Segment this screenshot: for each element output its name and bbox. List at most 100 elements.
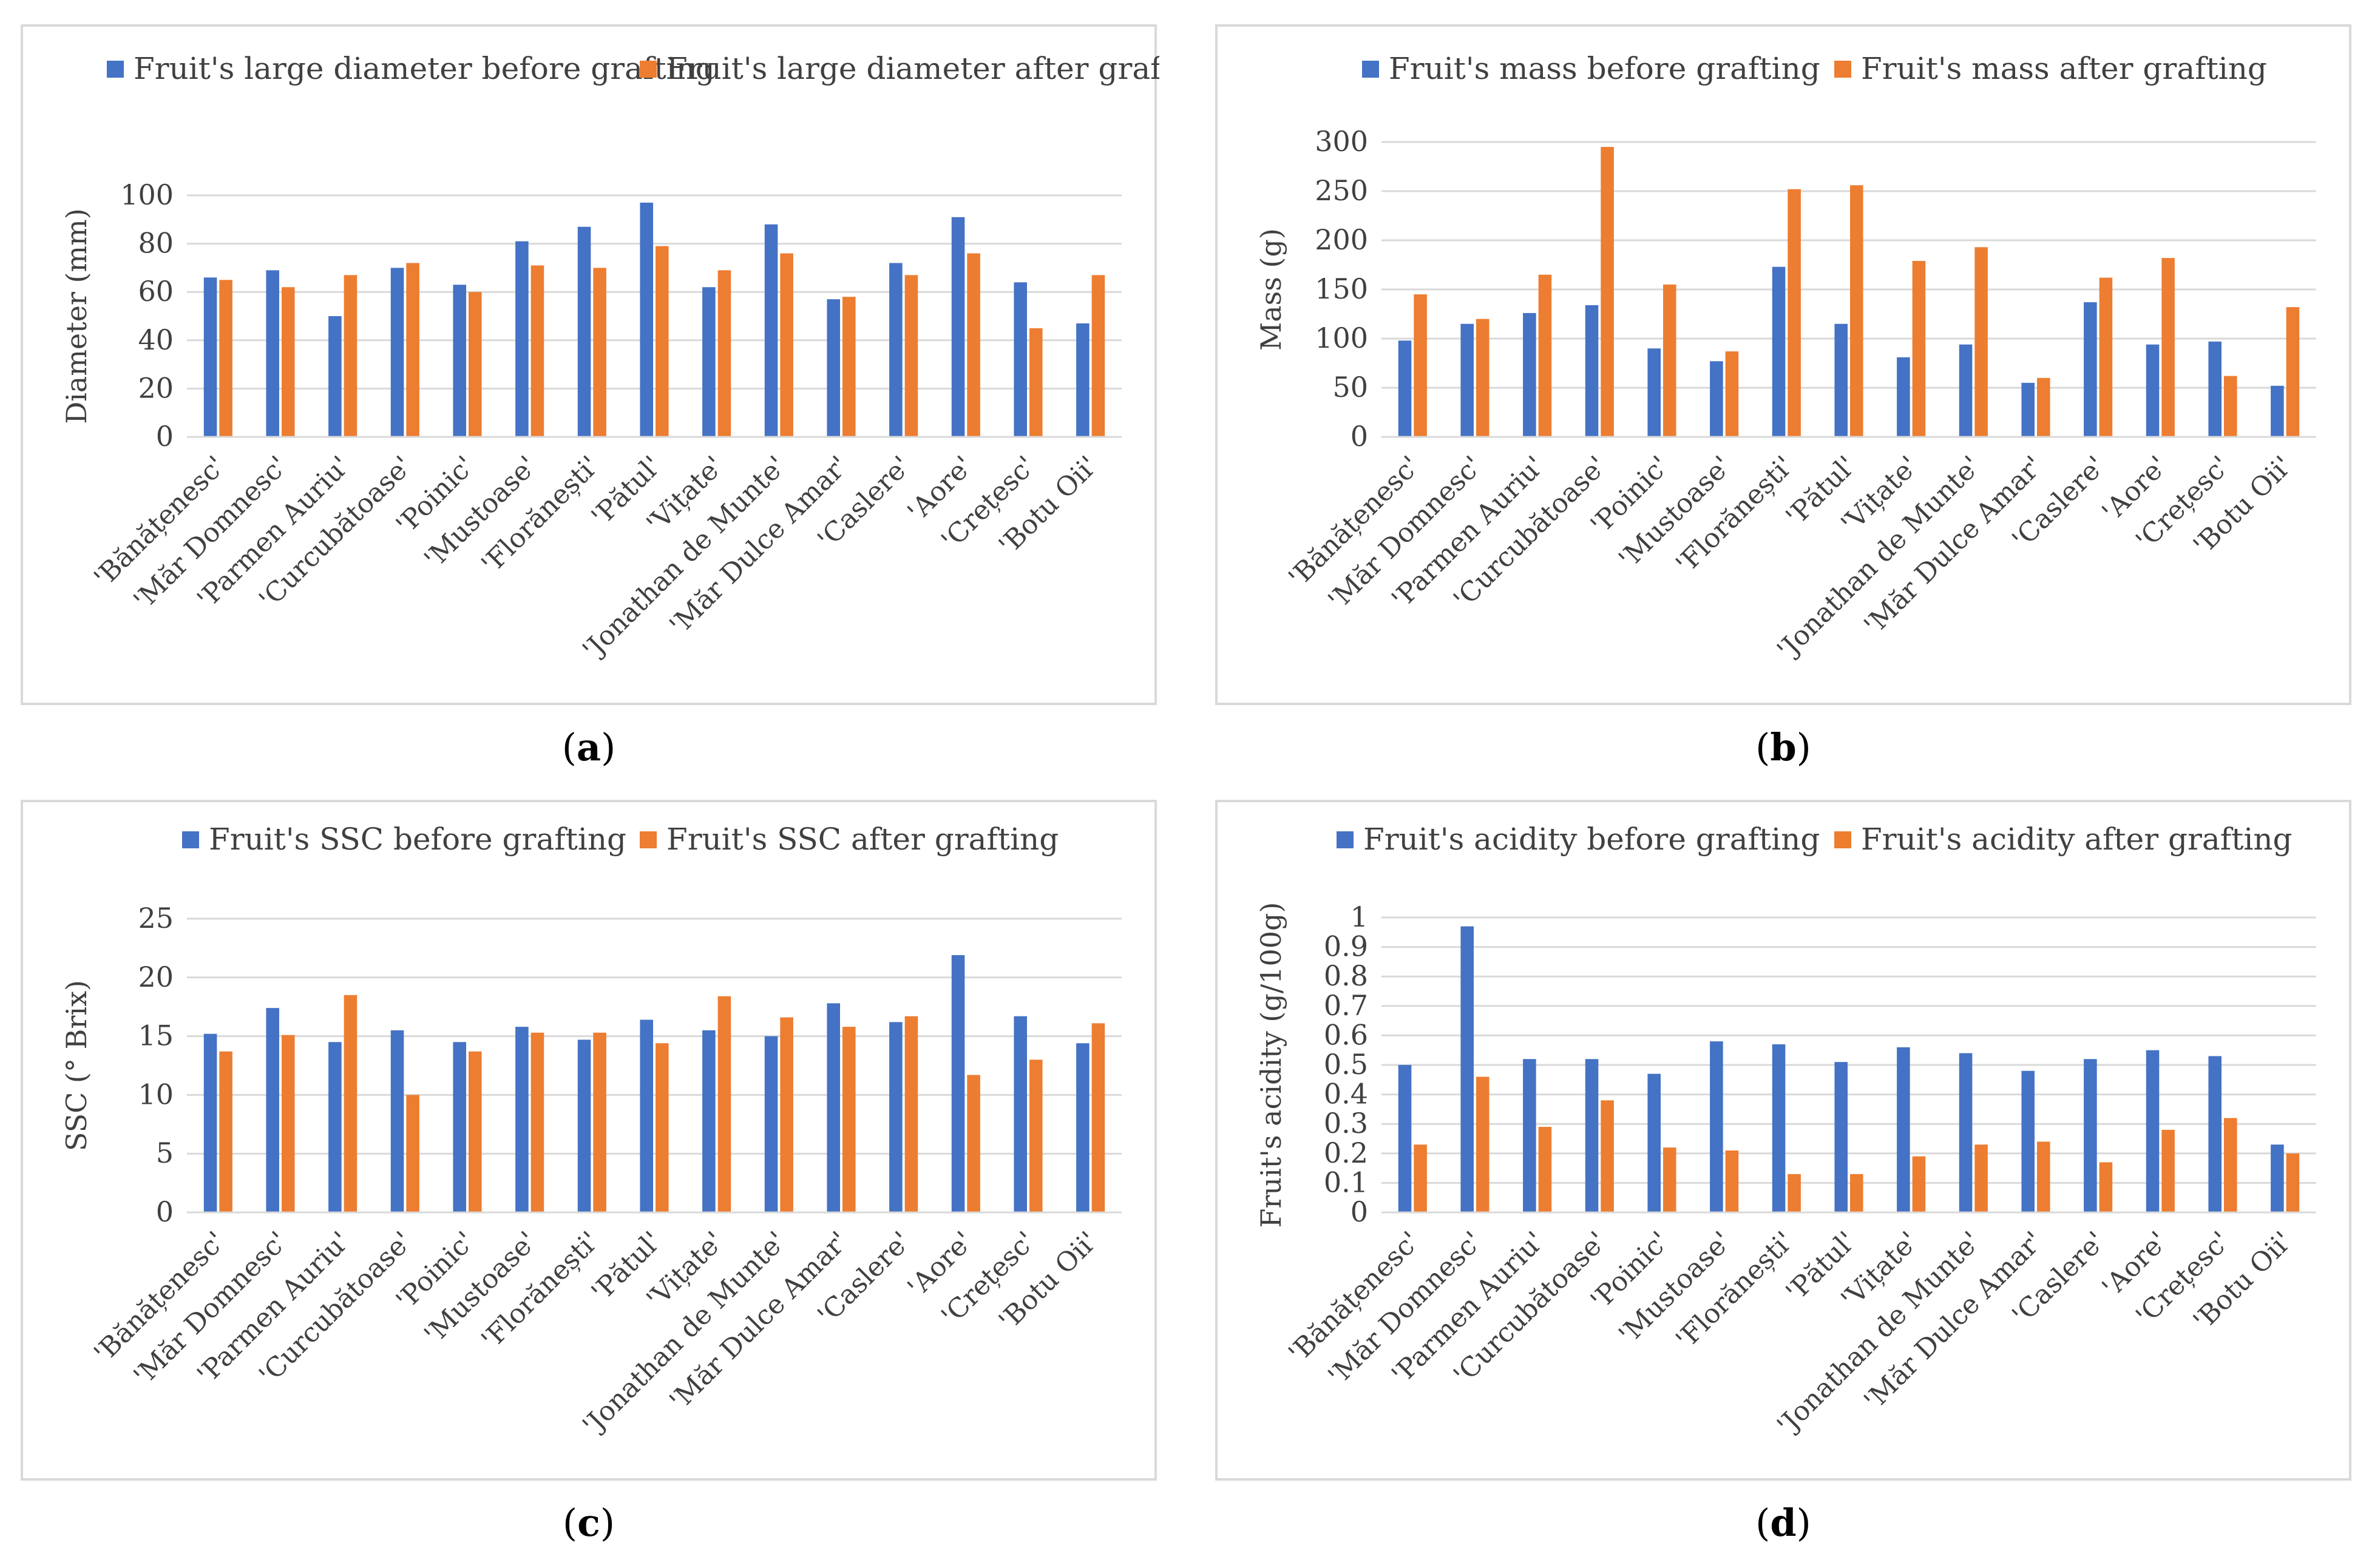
bar-a-before-14 (1076, 323, 1090, 437)
bar-a-after-8 (717, 270, 731, 437)
bar-b-after-2 (1538, 274, 1552, 437)
bar-c-after-9 (780, 1017, 793, 1212)
y-tick-d-0: 0 (1351, 1195, 1368, 1228)
y-tick-c-3: 15 (138, 1019, 174, 1052)
y-tick-c-4: 20 (138, 961, 174, 993)
y-tick-d-6: 0.6 (1324, 1018, 1368, 1051)
bar-a-after-2 (344, 275, 358, 437)
bar-c-after-10 (842, 1027, 856, 1212)
y-tick-d-1: 0.1 (1324, 1166, 1368, 1198)
bar-d-before-2 (1523, 1059, 1536, 1212)
legend-swatch-b-0 (1362, 61, 1379, 78)
caption-a: (a) (561, 725, 616, 769)
bar-b-after-1 (1476, 319, 1490, 437)
y-tick-d-10: 1 (1351, 901, 1368, 933)
bar-a-before-7 (640, 202, 653, 437)
y-tick-a-2: 40 (138, 323, 174, 356)
bar-a-before-13 (1014, 282, 1027, 437)
bar-b-after-8 (1912, 261, 1926, 437)
bar-b-before-14 (2271, 385, 2284, 437)
chart-panel-d: Fruit's acidity before grafting Fruit's a… (1215, 800, 2351, 1481)
bar-b-before-9 (1959, 344, 1973, 437)
bar-d-before-13 (2208, 1056, 2222, 1212)
bar-d-after-11 (2099, 1162, 2113, 1212)
bar-c-after-8 (717, 996, 731, 1212)
legend-swatch-c-0 (182, 831, 199, 848)
y-tick-a-5: 100 (120, 178, 174, 211)
bar-b-before-6 (1772, 266, 1786, 437)
bar-b-before-4 (1647, 348, 1661, 437)
y-tick-d-2: 0.2 (1324, 1137, 1368, 1169)
bar-d-after-7 (1850, 1174, 1863, 1212)
y-tick-c-2: 10 (138, 1078, 174, 1110)
bar-a-after-14 (1091, 275, 1105, 437)
bar-a-before-11 (889, 263, 903, 437)
y-axis-label-d: Fruit's acidity (g/100g) (1255, 902, 1287, 1228)
bar-a-before-8 (702, 287, 716, 437)
bar-d-before-3 (1585, 1059, 1599, 1212)
bar-a-after-3 (406, 263, 419, 437)
y-tick-d-8: 0.8 (1324, 959, 1368, 992)
chart-panel-a: Fruit's large diameter before grafting Fr… (21, 24, 1159, 705)
bar-d-before-8 (1897, 1047, 1910, 1212)
caption-b-label: b (1770, 725, 1797, 769)
bar-a-after-11 (904, 275, 918, 437)
bar-d-before-0 (1398, 1065, 1412, 1212)
bar-d-before-7 (1834, 1062, 1848, 1212)
bar-b-before-2 (1523, 313, 1536, 437)
bar-c-after-7 (656, 1043, 669, 1212)
y-tick-a-4: 80 (138, 227, 174, 260)
bar-c-after-6 (593, 1032, 606, 1212)
bar-c-after-1 (282, 1035, 295, 1212)
bar-c-before-0 (203, 1033, 217, 1212)
bar-b-after-0 (1414, 294, 1427, 437)
bar-a-before-4 (453, 285, 466, 437)
y-axis-label-a: Diameter (mm) (60, 208, 93, 424)
bar-d-after-3 (1601, 1100, 1614, 1212)
bar-c-after-5 (530, 1032, 544, 1212)
bar-a-before-2 (328, 316, 342, 437)
legend-label-a-0: Fruit's large diameter before grafting (134, 51, 715, 86)
y-tick-c-1: 5 (156, 1137, 174, 1169)
bar-c-before-11 (889, 1022, 903, 1212)
bar-b-after-14 (2286, 307, 2300, 437)
bar-c-after-11 (904, 1016, 918, 1212)
y-tick-d-4: 0.4 (1324, 1078, 1368, 1110)
y-tick-a-0: 0 (156, 420, 174, 453)
bar-d-before-5 (1710, 1041, 1723, 1212)
bar-a-after-10 (842, 297, 856, 437)
y-tick-d-5: 0.5 (1324, 1048, 1368, 1081)
bar-b-after-6 (1788, 189, 1801, 437)
bar-d-after-0 (1414, 1144, 1427, 1212)
legend-label-c-1: Fruit's SSC after grafting (666, 822, 1059, 857)
chart-svg-d: Fruit's acidity before grafting Fruit's a… (1255, 822, 2316, 1441)
y-tick-b-6: 300 (1315, 125, 1368, 158)
bar-c-before-4 (453, 1042, 466, 1212)
bar-b-after-10 (2037, 377, 2050, 437)
bar-a-after-0 (219, 280, 232, 437)
bar-b-after-3 (1601, 147, 1614, 437)
bar-c-after-13 (1029, 1059, 1043, 1212)
bar-b-after-13 (2224, 376, 2237, 437)
bar-b-before-12 (2146, 344, 2160, 437)
bar-a-after-1 (282, 287, 295, 437)
y-tick-b-4: 200 (1315, 223, 1368, 256)
bar-b-before-5 (1710, 361, 1723, 437)
y-axis-label-b: Mass (g) (1255, 228, 1287, 351)
bar-b-after-4 (1663, 284, 1676, 437)
bar-b-before-13 (2208, 341, 2222, 437)
legend-swatch-d-1 (1834, 831, 1851, 848)
bar-c-after-2 (344, 995, 358, 1212)
bar-b-before-7 (1834, 323, 1848, 437)
bar-d-after-12 (2161, 1129, 2175, 1212)
caption-c-label: c (577, 1501, 600, 1545)
bar-c-before-12 (951, 955, 965, 1212)
bar-d-after-5 (1725, 1150, 1739, 1212)
y-tick-b-0: 0 (1351, 420, 1368, 453)
bar-b-before-8 (1897, 357, 1910, 437)
legend-swatch-a-0 (107, 61, 124, 78)
bar-c-before-10 (827, 1003, 840, 1212)
bar-b-before-11 (2084, 302, 2097, 437)
y-tick-b-2: 100 (1315, 322, 1368, 354)
chart-panel-b: Fruit's mass before grafting Fruit's mass… (1215, 24, 2351, 705)
